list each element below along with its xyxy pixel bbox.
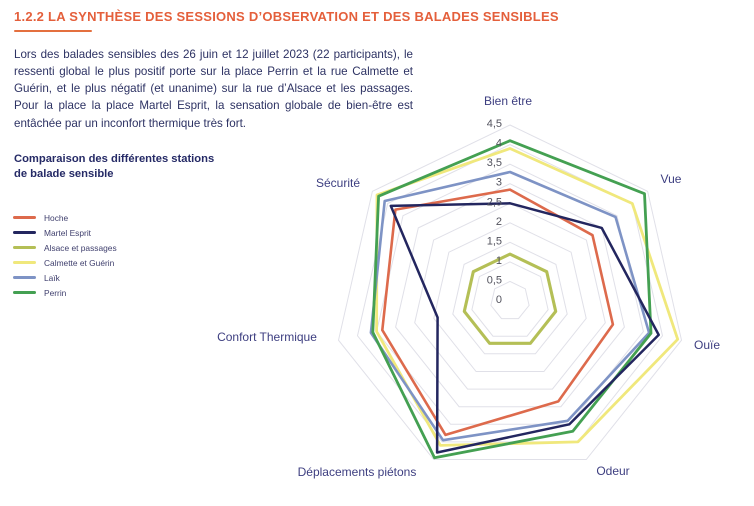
series-line-martel-esprit (389, 202, 660, 454)
radar-grid-ring (414, 202, 606, 390)
legend-label: Perrin (44, 287, 67, 298)
chart-legend-title-line1: Comparaison des différentes stations (14, 153, 215, 165)
series-line-alsace-et-passages (462, 252, 558, 345)
radar-grid-ring (433, 222, 587, 372)
radar-axis-label-bien-tre: Bien être (484, 94, 532, 108)
radar-tick-label: 1,5 (487, 235, 502, 247)
radar-tick-label: 0,5 (487, 274, 502, 286)
series-line-la-k (369, 170, 651, 442)
chart-legend-title: Comparaison des différentes stations de … (14, 152, 254, 182)
series-line-perrin (371, 139, 653, 460)
chart-legend-title-line2: de balade sensible (14, 168, 114, 181)
radar-axis-label-d-placements-pi-tons: Déplacements piétons (298, 465, 417, 479)
legend-item: Laïk (13, 270, 233, 285)
legend-item: Alsace et passages (13, 240, 233, 255)
radar-tick-label: 4 (496, 138, 502, 150)
legend-label: Alsace et passages (44, 242, 117, 253)
radar-grid-ring (452, 241, 568, 355)
page-title: 1.2.2 LA SYNTHÈSE DES SESSIONS D’OBSERVA… (14, 9, 559, 24)
series-line-hoche (380, 188, 615, 437)
legend-swatch (13, 246, 36, 249)
legend-label: Calmette et Guérin (44, 257, 115, 268)
radar-axis-label-s-curit-: Sécurité (316, 176, 360, 190)
radar-tick-label: 0 (496, 294, 502, 306)
radar-tick-label: 4,5 (487, 118, 502, 130)
radar-grid-ring (337, 124, 683, 460)
legend-swatch (13, 261, 36, 264)
legend-swatch (13, 231, 36, 234)
radar-grid-ring (395, 183, 625, 408)
legend-label: Laïk (44, 272, 60, 283)
legend-item: Perrin (13, 285, 233, 300)
legend-label: Martel Esprit (44, 227, 92, 238)
radar-axis-label-vue: Vue (661, 172, 682, 186)
radar-grid-ring (490, 280, 530, 320)
radar-tick-label: 2,5 (487, 196, 502, 208)
chart-legend: Hoche Martel Esprit Alsace et passages Calm… (13, 210, 233, 300)
legend-swatch (13, 276, 36, 279)
legend-item: Calmette et Guérin (13, 255, 233, 270)
radar-axis-label-confort-thermique: Confort Thermique (217, 330, 317, 344)
legend-label: Hoche (44, 212, 69, 223)
legend-item: Hoche (13, 210, 233, 225)
legend-swatch (13, 216, 36, 219)
intro-paragraph: Lors des balades sensibles des 26 juin e… (14, 48, 413, 130)
legend-swatch (13, 291, 36, 294)
legend-item: Martel Esprit (13, 225, 233, 240)
radar-axis-label-ou-e: Ouïe (694, 338, 720, 352)
radar-grid-ring (471, 261, 549, 337)
radar-tick-label: 1 (496, 255, 502, 267)
radar-tick-label: 3,5 (487, 157, 502, 169)
title-underline-rule (14, 30, 92, 32)
radar-tick-label: 3 (496, 177, 502, 189)
radar-tick-label: 2 (496, 216, 502, 228)
radar-axis-label-odeur: Odeur (596, 464, 629, 478)
